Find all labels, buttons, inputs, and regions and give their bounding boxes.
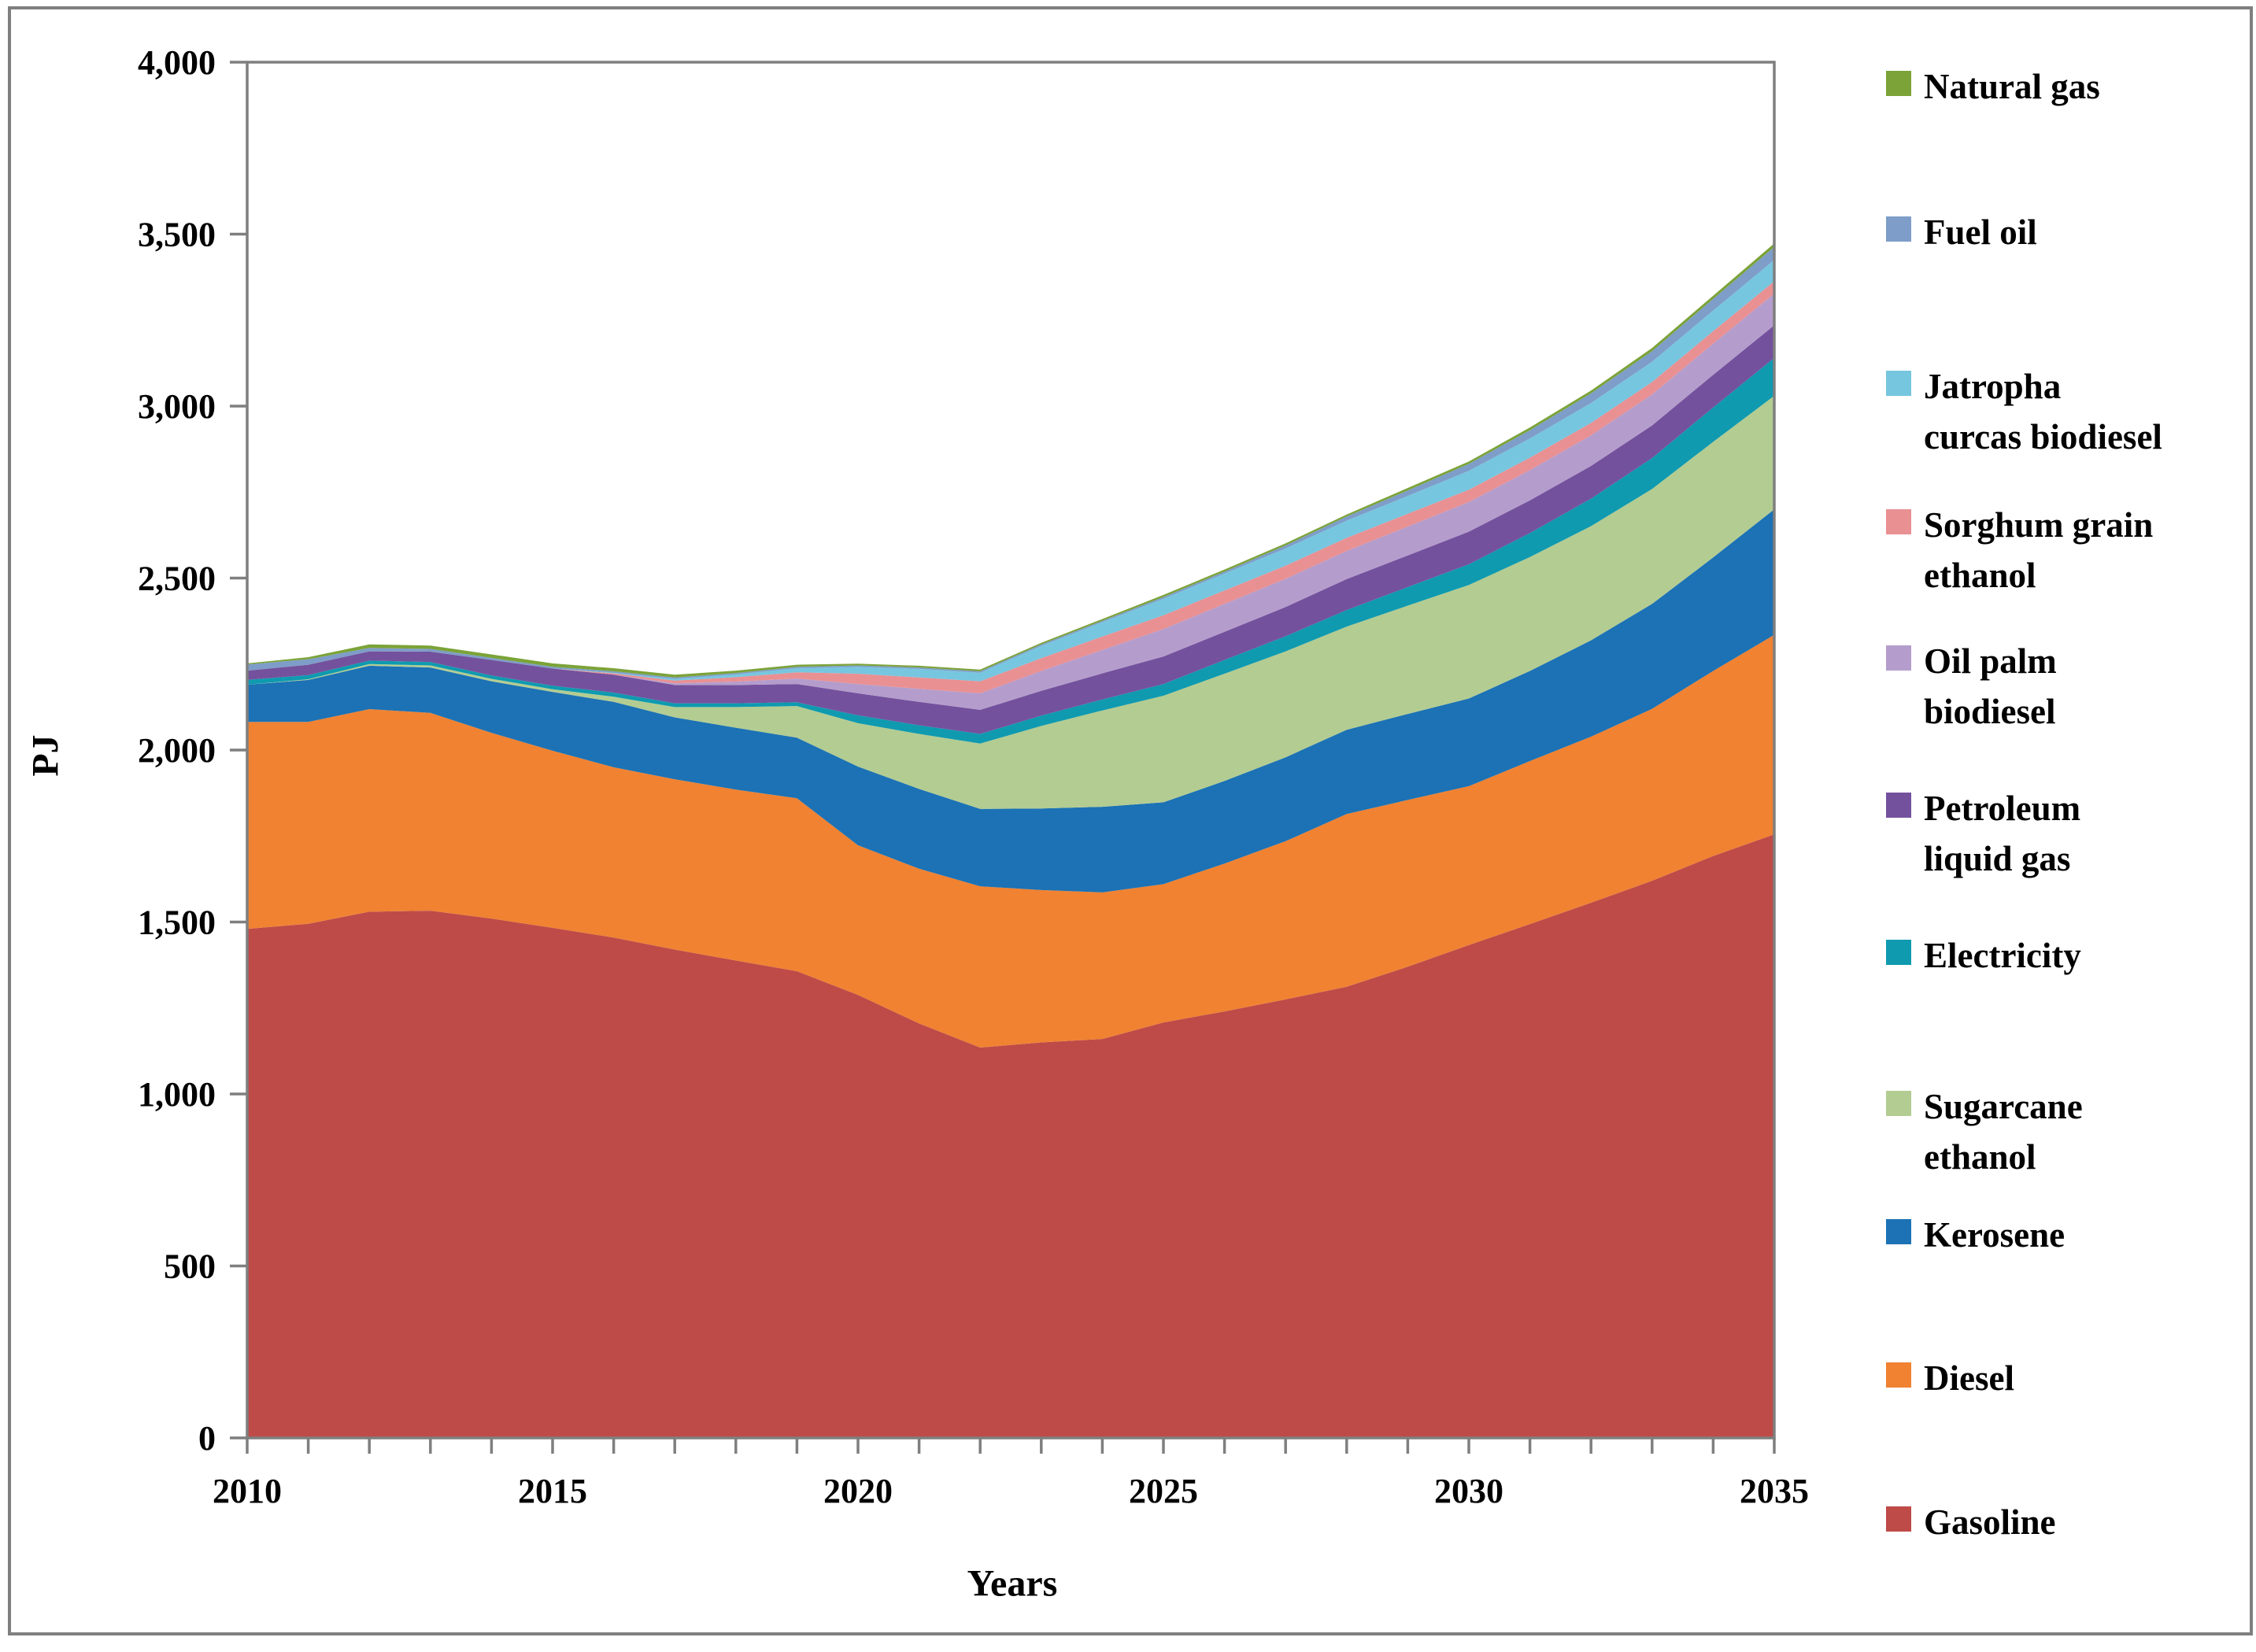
legend-label: Electricity	[1924, 930, 2081, 981]
y-tick-label: 0	[198, 1419, 216, 1458]
legend-label-line: Fuel oil	[1924, 213, 2037, 252]
legend-item-electricity: Electricity	[1886, 930, 2081, 981]
legend-item-oil-palm-biodiesel: Oil palm biodiesel	[1886, 636, 2057, 737]
legend-label-line: Gasoline	[1924, 1502, 2056, 1542]
legend-item-jatropha-curcas-biodiesel: Jatropha curcas biodiesel	[1886, 361, 2162, 462]
legend-label: Jatropha curcas biodiesel	[1924, 361, 2162, 462]
legend-swatch-sugarcane-ethanol	[1886, 1091, 1911, 1116]
legend-item-diesel: Diesel	[1886, 1353, 2014, 1403]
legend-swatch-kerosene	[1886, 1219, 1911, 1244]
legend-label: Sorghum grain ethanol	[1924, 500, 2153, 601]
legend-label: Fuel oil	[1924, 207, 2037, 257]
legend-item-fuel-oil: Fuel oil	[1886, 207, 2037, 257]
y-tick-label: 4,000	[138, 43, 216, 82]
x-tick-label: 2020	[823, 1472, 893, 1510]
legend-swatch-natural-gas	[1886, 71, 1911, 96]
legend-swatch-jatropha-curcas-biodiesel	[1886, 371, 1911, 396]
legend: Natural gas Fuel oil Jatropha curcas biodie…	[1886, 9, 2256, 1646]
legend-swatch-electricity	[1886, 940, 1911, 965]
legend-label-line: Oil palm	[1924, 641, 2057, 681]
legend-label-line: curcas biodiesel	[1924, 417, 2162, 456]
legend-item-kerosene: Kerosene	[1886, 1210, 2065, 1260]
legend-swatch-petroleum-liquid-gas	[1886, 793, 1911, 818]
legend-item-petroleum-liquid-gas: Petroleum liquid gas	[1886, 783, 2080, 884]
legend-swatch-fuel-oil	[1886, 216, 1911, 242]
chart-figure: 0 500 1,000 1,500 2,000 2,500 3,000 3,500 4,000 2…	[8, 6, 2253, 1635]
area-kerosene	[247, 509, 1774, 893]
legend-label-line: Kerosene	[1924, 1215, 2066, 1255]
x-axis-title: Years	[967, 1562, 1058, 1605]
legend-label-line: Petroleum	[1924, 789, 2081, 828]
legend-label-line: Sorghum grain	[1924, 505, 2154, 545]
y-tick-label: 3,500	[138, 216, 216, 254]
legend-label-line: Electricity	[1924, 936, 2081, 975]
y-axis-title: PJ	[24, 734, 67, 777]
legend-label: Diesel	[1924, 1353, 2014, 1403]
legend-swatch-diesel	[1886, 1362, 1911, 1388]
legend-label: Gasoline	[1924, 1497, 2056, 1547]
legend-label: Kerosene	[1924, 1210, 2065, 1260]
legend-label-line: Natural gas	[1924, 67, 2100, 106]
y-tick-label: 2,000	[138, 731, 216, 770]
legend-swatch-oil-palm-biodiesel	[1886, 645, 1911, 671]
x-tick-label: 2025	[1129, 1472, 1198, 1510]
y-tick-label: 2,500	[138, 560, 216, 598]
legend-label: Natural gas	[1924, 61, 2100, 112]
y-tick-label: 1,000	[138, 1075, 216, 1114]
legend-label: Petroleum liquid gas	[1924, 783, 2080, 884]
legend-item-gasoline: Gasoline	[1886, 1497, 2056, 1547]
area-sugarcane-ethanol	[247, 395, 1774, 809]
y-tick-label: 500	[164, 1247, 216, 1286]
legend-label: Oil palm biodiesel	[1924, 636, 2057, 737]
legend-label-line: ethanol	[1924, 556, 2036, 595]
legend-label-line: Diesel	[1924, 1358, 2014, 1398]
y-tick-label: 3,000	[138, 387, 216, 426]
legend-swatch-gasoline	[1886, 1506, 1911, 1532]
x-tick-label: 2035	[1740, 1472, 1809, 1510]
x-tick-label: 2010	[213, 1472, 282, 1510]
area-gasoline	[247, 834, 1774, 1438]
legend-label-line: ethanol	[1924, 1137, 2036, 1177]
legend-label-line: liquid gas	[1924, 839, 2071, 878]
legend-label-line: Jatropha	[1924, 367, 2062, 406]
legend-label-line: Sugarcane	[1924, 1087, 2083, 1126]
legend-item-sugarcane-ethanol: Sugarcane ethanol	[1886, 1081, 2083, 1182]
legend-label: Sugarcane ethanol	[1924, 1081, 2083, 1182]
stacked-area-chart: 0 500 1,000 1,500 2,000 2,500 3,000 3,500 4,000 2…	[138, 43, 1809, 1510]
area-diesel	[247, 634, 1774, 1048]
x-tick-label: 2015	[518, 1472, 587, 1510]
x-tick-label: 2030	[1434, 1472, 1503, 1510]
legend-item-sorghum-grain-ethanol: Sorghum grain ethanol	[1886, 500, 2153, 601]
y-tick-label: 1,500	[138, 904, 216, 942]
legend-swatch-sorghum-grain-ethanol	[1886, 509, 1911, 534]
legend-label-line: biodiesel	[1924, 692, 2056, 731]
legend-item-natural-gas: Natural gas	[1886, 61, 2100, 112]
